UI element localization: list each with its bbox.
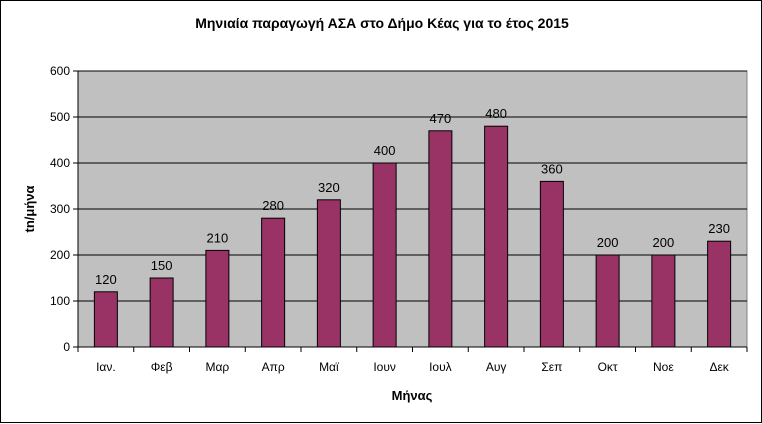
y-tick-label: 200 (50, 248, 70, 262)
bar (595, 254, 620, 348)
y-tick-label: 500 (50, 110, 70, 124)
x-tick-label: Ιουλ (429, 360, 452, 374)
gridlines (73, 70, 748, 352)
y-tick-label: 100 (50, 294, 70, 308)
bar (428, 130, 453, 348)
chart-title: Μηνιαία παραγωγή ΑΣΑ στο Δήμο Κέας για τ… (195, 15, 569, 31)
bar (651, 254, 676, 348)
y-axis-title: tn/μήνα (22, 185, 37, 232)
bar (149, 277, 174, 348)
y-tick-label: 400 (50, 156, 70, 170)
x-tick-label: Απρ (262, 360, 285, 374)
x-tick-label: Φεβ (151, 360, 173, 374)
data-label: 150 (151, 258, 173, 273)
y-tick-label: 0 (63, 340, 70, 354)
bar (372, 162, 397, 348)
data-label: 280 (262, 198, 284, 213)
data-label: 360 (541, 161, 563, 176)
bar (205, 249, 230, 348)
y-tick-label: 300 (50, 202, 70, 216)
x-tick-label: Μαϊ (319, 360, 339, 374)
x-tick-label: Δεκ (709, 360, 729, 374)
x-tick-label: Ιουν (373, 360, 396, 374)
bar (707, 240, 732, 348)
bars (93, 125, 732, 348)
data-label: 470 (430, 111, 452, 126)
x-tick-label: Νοε (653, 360, 674, 374)
x-tick-label: Μαρ (205, 360, 229, 374)
bar (261, 217, 286, 348)
tick-labels: 0 100 200 300 400 500 600 Ιαν. Φεβ Μαρ Απρ Μαϊ Ιουν Ι… (50, 64, 730, 374)
x-axis-title: Μήνας (392, 388, 433, 403)
bar (93, 291, 118, 348)
y-tick-label: 600 (50, 64, 70, 78)
data-labels: 120 150 210 280 320 400 470 480 360 200 200 230 (95, 106, 730, 287)
data-label: 200 (597, 235, 619, 250)
x-tick-label: Σεπ (541, 360, 562, 374)
bar (539, 180, 564, 348)
data-label: 400 (374, 143, 396, 158)
data-label: 320 (318, 180, 340, 195)
data-label: 120 (95, 272, 117, 287)
x-tick-label: Αυγ (486, 360, 507, 374)
data-label: 210 (207, 230, 229, 245)
x-tick-label: Οκτ (598, 360, 618, 374)
data-label: 200 (653, 235, 675, 250)
bar (484, 125, 509, 348)
data-label: 230 (708, 221, 730, 236)
bar (316, 199, 341, 348)
data-label: 480 (485, 106, 507, 121)
x-tick-label: Ιαν. (96, 360, 116, 374)
